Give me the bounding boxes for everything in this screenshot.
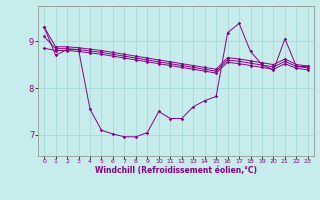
X-axis label: Windchill (Refroidissement éolien,°C): Windchill (Refroidissement éolien,°C) xyxy=(95,166,257,175)
